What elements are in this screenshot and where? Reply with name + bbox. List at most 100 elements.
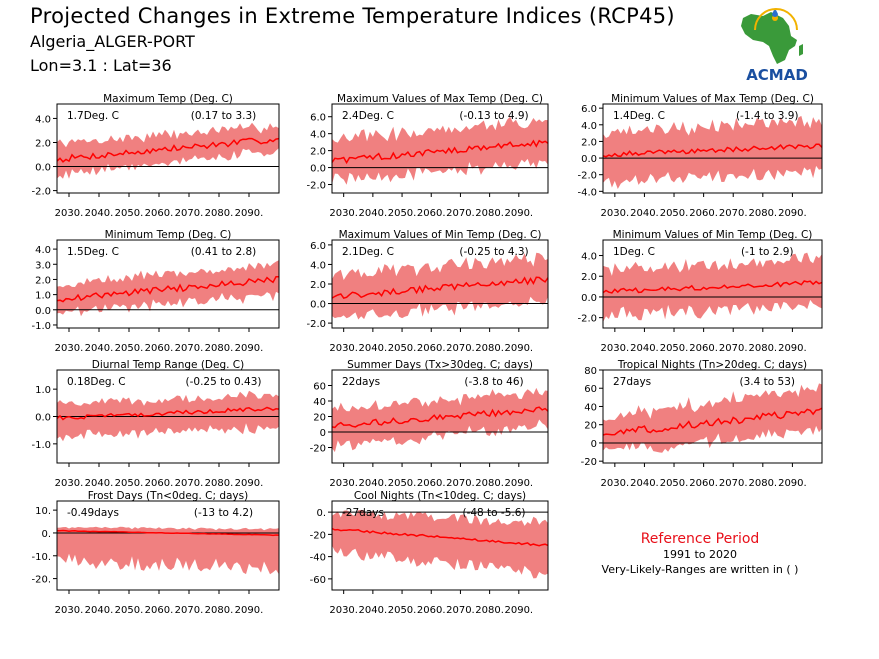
y-tick-label: -2.0 xyxy=(577,314,597,325)
x-tick-label: 2090. xyxy=(235,478,264,489)
x-tick-label: 2050. xyxy=(388,208,417,219)
change-value: 2.1Deg. C xyxy=(342,246,394,258)
y-tick-label: 6.0 xyxy=(310,113,326,124)
chart-title: Maximum Values of Max Temp (Deg. C) xyxy=(337,93,543,105)
y-tick-label: 6.0 xyxy=(581,104,597,115)
y-tick-label: 0 xyxy=(320,428,326,439)
y-tick-label: -20. xyxy=(31,575,51,586)
x-tick-label: 2050. xyxy=(660,208,689,219)
x-tick-label: 2050. xyxy=(115,343,144,354)
reference-years: 1991 to 2020 xyxy=(662,548,738,561)
x-tick-label: 2080. xyxy=(475,343,504,354)
range-band xyxy=(57,526,279,575)
change-value: 1.4Deg. C xyxy=(613,110,665,122)
mean-line xyxy=(331,527,549,547)
x-tick-label: 2050. xyxy=(115,605,144,616)
y-tick-label: 4.0 xyxy=(310,260,326,271)
x-tick-label: 2050. xyxy=(388,343,417,354)
mean-line xyxy=(602,280,823,294)
x-tick-label: 2080. xyxy=(205,343,234,354)
chart-panel: -2.0 0.0 2.0 4.0 6.0 2030. 2040. 2050. 2060. 2070… xyxy=(306,93,549,219)
x-tick-label: 2080. xyxy=(205,208,234,219)
y-tick-label: 0. xyxy=(316,508,326,519)
y-tick-label: 10. xyxy=(35,506,51,517)
chart-panel: -1.0 0.0 1.0 2030. 2040. 2050. 2060. 2070. 2080.… xyxy=(31,359,280,489)
chart-title: Minimum Values of Max Temp (Deg. C) xyxy=(611,93,814,105)
y-tick-label: 4.0 xyxy=(310,130,326,141)
y-tick-label: 0.0 xyxy=(310,300,326,311)
y-tick-label: 2.0 xyxy=(35,138,51,149)
y-tick-label: -2.0 xyxy=(306,319,326,330)
x-tick-label: 2040. xyxy=(85,605,114,616)
x-tick-label: 2060. xyxy=(689,343,718,354)
range-band xyxy=(332,509,548,579)
x-tick-label: 2030. xyxy=(55,208,84,219)
x-tick-label: 2080. xyxy=(748,343,777,354)
x-tick-label: 2060. xyxy=(145,208,174,219)
x-tick-label: 2030. xyxy=(329,208,358,219)
y-tick-label: -20 xyxy=(581,457,597,468)
likely-range: (-1.4 to 3.9) xyxy=(736,110,799,122)
y-tick-label: 0.0 xyxy=(35,413,51,424)
x-tick-label: 2040. xyxy=(630,343,659,354)
mean-line xyxy=(56,276,279,303)
x-tick-label: 2050. xyxy=(115,208,144,219)
x-tick-label: 2040. xyxy=(85,478,114,489)
likely-range: (-0.25 to 4.3) xyxy=(459,246,528,258)
y-tick-label: -4.0 xyxy=(577,187,597,198)
likely-range: (-0.13 to 4.9) xyxy=(459,110,528,122)
y-tick-label: 4.0 xyxy=(35,114,51,125)
likely-range: (-1 to 2.9) xyxy=(741,246,794,258)
x-tick-label: 2030. xyxy=(55,343,84,354)
x-tick-label: 2060. xyxy=(145,343,174,354)
station-location: Lon=3.1 : Lat=36 xyxy=(30,56,172,75)
x-tick-label: 2070. xyxy=(175,208,204,219)
x-tick-label: 2090. xyxy=(235,208,264,219)
likely-range: (-0.25 to 0.43) xyxy=(186,376,262,388)
y-tick-label: 40 xyxy=(313,397,326,408)
x-tick-label: 2060. xyxy=(145,605,174,616)
y-tick-label: 2.0 xyxy=(35,275,51,286)
likely-range: (0.17 to 3.3) xyxy=(191,110,257,122)
x-tick-label: 2050. xyxy=(115,478,144,489)
x-tick-label: 2030. xyxy=(601,478,630,489)
y-tick-label: 4.0 xyxy=(35,245,51,256)
chart-panel: -20.-10.0.10.2030. 2040. 2050. 2060. 2070. 20… xyxy=(31,490,280,616)
x-tick-label: 2080. xyxy=(748,208,777,219)
chart-title: Diurnal Temp Range (Deg. C) xyxy=(92,359,244,371)
x-tick-label: 2070. xyxy=(446,478,475,489)
chart-panel: -4.0 -2.0 0.0 2.0 4.0 6.0 2030. 2040. 2050. 2060.… xyxy=(577,93,823,219)
x-tick-label: 2040. xyxy=(85,343,114,354)
y-tick-label: 2.0 xyxy=(581,137,597,148)
y-tick-label: 0.0 xyxy=(581,154,597,165)
x-tick-label: 2080. xyxy=(205,478,234,489)
mean-line xyxy=(331,406,549,429)
x-tick-label: 2060. xyxy=(417,605,446,616)
x-tick-label: 2030. xyxy=(329,478,358,489)
x-tick-label: 2090. xyxy=(504,343,533,354)
plot-frame xyxy=(331,500,549,591)
likely-range: (0.41 to 2.8) xyxy=(191,246,257,258)
x-tick-label: 2040. xyxy=(630,208,659,219)
y-tick-label: 2.0 xyxy=(581,272,597,283)
x-tick-label: 2070. xyxy=(175,343,204,354)
x-tick-label: 2080. xyxy=(475,605,504,616)
x-tick-label: 2040. xyxy=(630,478,659,489)
range-band xyxy=(57,260,279,317)
x-tick-label: 2090. xyxy=(235,605,264,616)
acmad-logo: ACMAD xyxy=(735,6,819,84)
x-tick-label: 2030. xyxy=(329,343,358,354)
plot-frame xyxy=(331,103,549,194)
change-value: 2.4Deg. C xyxy=(342,110,394,122)
y-tick-label: -60 xyxy=(310,575,326,586)
change-value: -27days xyxy=(342,507,384,519)
y-tick-label: 2.0 xyxy=(310,147,326,158)
chart-title: Tropical Nights (Tn>20deg. C; days) xyxy=(617,359,807,371)
y-tick-label: -20 xyxy=(310,530,326,541)
x-tick-label: 2040. xyxy=(359,343,388,354)
x-tick-label: 2090. xyxy=(504,478,533,489)
x-tick-label: 2090. xyxy=(235,343,264,354)
